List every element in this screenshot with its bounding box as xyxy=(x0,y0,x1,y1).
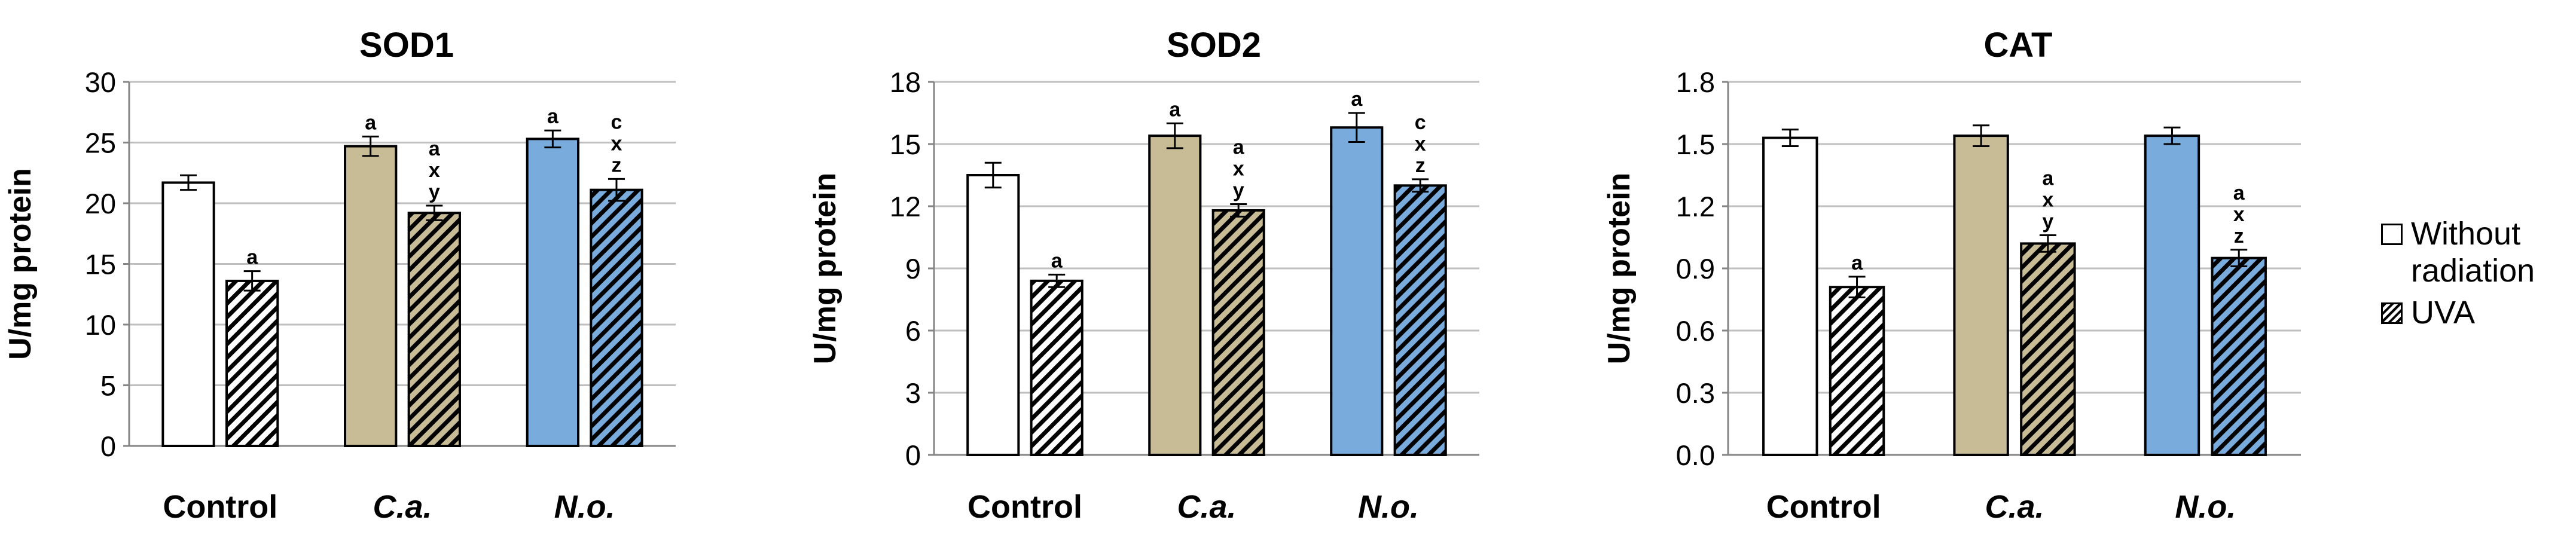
legend: Without radiation UVA xyxy=(2381,215,2572,331)
y-tick-label: 0.3 xyxy=(1676,377,1715,409)
y-tick-label: 30 xyxy=(85,66,116,98)
y-tick-label: 9 xyxy=(905,253,921,285)
bar-uva xyxy=(1030,279,1083,456)
x-tick-label: Control xyxy=(163,489,277,525)
y-tick-label: 20 xyxy=(85,188,116,219)
y-axis-label: U/mg protein xyxy=(3,168,38,360)
bar-uva xyxy=(407,212,461,447)
legend-item-uva: UVA xyxy=(2381,294,2572,331)
y-tick-label: 1.8 xyxy=(1676,66,1715,98)
y-tick-label: 18 xyxy=(890,66,921,98)
x-tick-label: C.a. xyxy=(373,489,432,525)
significance-label: a xyxy=(246,246,258,269)
y-tick-label: 0.9 xyxy=(1676,253,1715,285)
y-tick-label: 0 xyxy=(100,430,116,462)
y-tick-label: 1.5 xyxy=(1676,129,1715,160)
bar-without-radiation xyxy=(1762,136,1818,457)
y-axis-label: U/mg protein xyxy=(808,173,843,365)
bar-uva xyxy=(2020,242,2076,456)
legend-swatch-hatched xyxy=(2381,302,2403,324)
x-tick-label: Control xyxy=(967,489,1082,525)
y-tick-label: 15 xyxy=(85,249,116,280)
significance-label: a xyxy=(547,105,559,128)
x-tick-label: N.o. xyxy=(2175,489,2236,525)
y-tick-label: 6 xyxy=(905,315,921,347)
y-axis-label: U/mg protein xyxy=(1602,173,1637,365)
x-tick-label: N.o. xyxy=(554,489,615,525)
y-tick-label: 3 xyxy=(905,377,921,409)
significance-label: a xyxy=(1051,249,1063,272)
y-tick-label: 15 xyxy=(890,129,921,160)
legend-item-without-radiation: Without radiation xyxy=(2381,215,2572,289)
bar-uva xyxy=(2211,256,2267,456)
y-tick-label: 0 xyxy=(905,439,921,471)
bar-uva xyxy=(1211,209,1265,456)
legend-label: UVA xyxy=(2411,295,2476,331)
bar-without-radiation xyxy=(526,137,580,448)
significance-label: a xyxy=(1351,88,1363,111)
y-tick-label: 12 xyxy=(890,191,921,222)
x-tick-label: C.a. xyxy=(1985,489,2044,525)
bar-without-radiation xyxy=(1148,134,1202,456)
chart-title-sod1: SOD1 xyxy=(359,26,454,65)
y-tick-label: 5 xyxy=(100,370,116,402)
bar-without-radiation xyxy=(161,181,215,447)
bar-uva xyxy=(1393,184,1447,456)
legend-swatch-solid xyxy=(2381,224,2403,245)
bar-uva xyxy=(1829,286,1885,456)
y-tick-label: 0.6 xyxy=(1676,315,1715,347)
bar-without-radiation xyxy=(344,145,398,447)
x-tick-label: Control xyxy=(1766,489,1881,525)
y-tick-label: 10 xyxy=(85,309,116,341)
bar-without-radiation xyxy=(966,174,1020,456)
significance-label: a xyxy=(365,111,377,134)
bar-uva xyxy=(590,188,643,447)
significance-label: a xyxy=(1851,252,1863,274)
significance-label: a xyxy=(1169,98,1181,121)
bar-without-radiation xyxy=(2144,134,2200,456)
bar-without-radiation xyxy=(1953,134,2009,456)
bar-uva xyxy=(225,279,279,447)
chart-title-sod2: SOD2 xyxy=(1167,26,1261,65)
y-tick-label: 25 xyxy=(85,127,116,159)
y-tick-label: 1.2 xyxy=(1676,191,1715,222)
legend-label: Without radiation xyxy=(2411,216,2535,289)
x-tick-label: C.a. xyxy=(1177,489,1236,525)
x-tick-label: N.o. xyxy=(1358,489,1419,525)
bar-without-radiation xyxy=(1330,126,1384,456)
y-tick-label: 0.0 xyxy=(1676,439,1715,471)
chart-title-cat: CAT xyxy=(1984,26,2053,65)
